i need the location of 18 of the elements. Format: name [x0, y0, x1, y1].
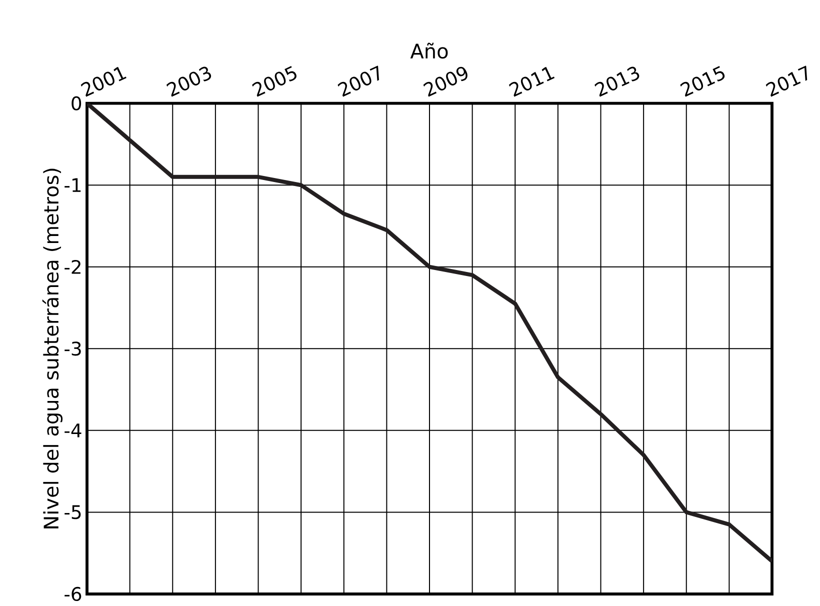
y-tick-label: -4 [64, 424, 82, 438]
y-tick-label: -5 [64, 505, 81, 520]
y-tick-label: -6 [64, 586, 82, 602]
x-tick-label: 2007 [338, 66, 379, 97]
x-tick-label: 2001 [80, 66, 126, 97]
x-tick-label: 2017 [766, 66, 808, 97]
y-axis-title: Nivel del agua subterránea (metros) [42, 168, 63, 528]
x-tick-label: 2013 [594, 66, 640, 97]
y-tick-label: -2 [64, 260, 80, 274]
x-tick-label: 2009 [423, 66, 468, 97]
y-tick-label: -1 [64, 178, 81, 192]
x-tick-label: 2015 [680, 66, 725, 97]
x-tick-label: 2005 [252, 66, 296, 97]
x-tick-label: 2011 [508, 66, 555, 97]
x-axis-title: Año [410, 42, 448, 59]
y-tick-label: 0 [72, 96, 82, 110]
y-tick-label: -3 [64, 342, 81, 356]
x-tick-label: 2003 [166, 66, 212, 97]
